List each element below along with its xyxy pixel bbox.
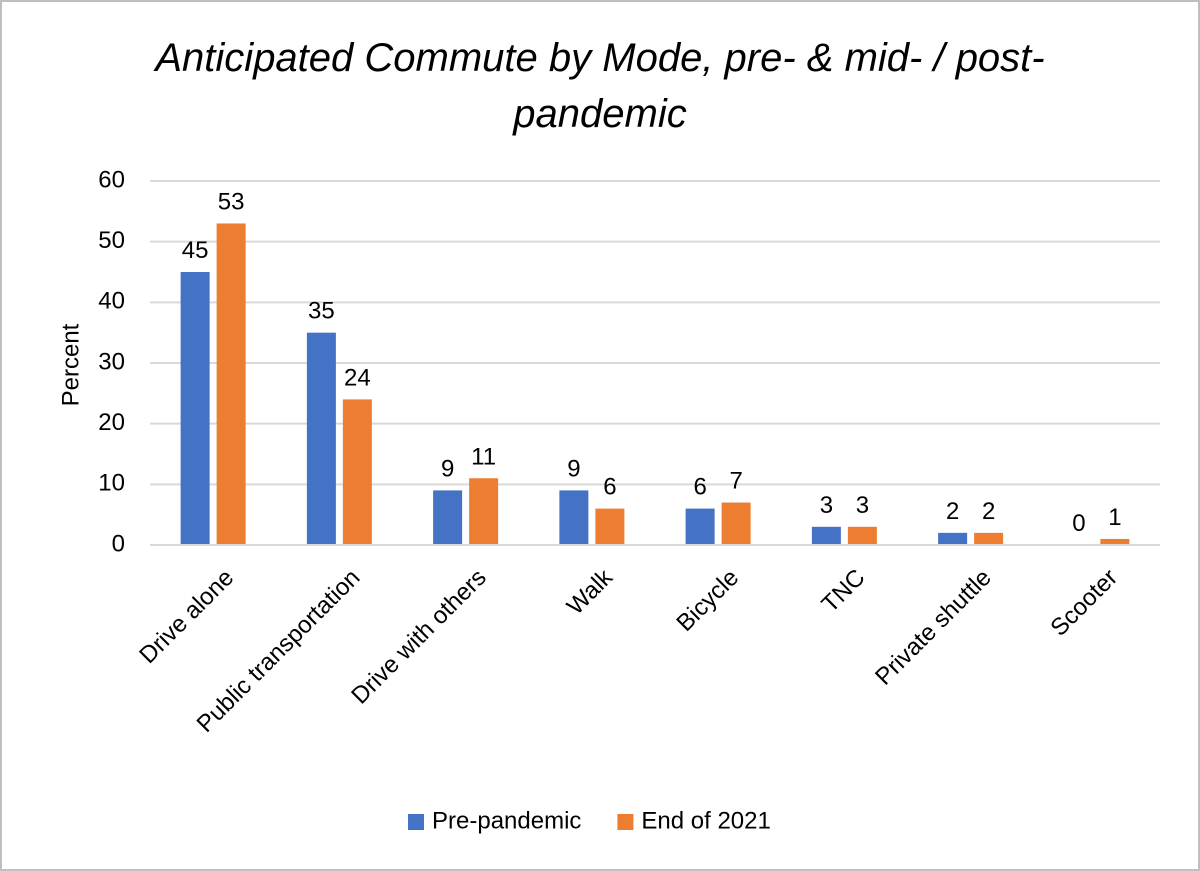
bar bbox=[847, 526, 877, 545]
bar bbox=[469, 478, 499, 545]
data-label: 45 bbox=[182, 237, 209, 264]
bar bbox=[342, 399, 372, 545]
data-label: 6 bbox=[603, 474, 616, 501]
bar bbox=[974, 532, 1004, 545]
data-label: 1 bbox=[1108, 504, 1121, 531]
data-label: 53 bbox=[218, 188, 245, 215]
chart-title: Anticipated Commute by Mode, pre- & mid-… bbox=[155, 36, 1045, 136]
y-tick-label: 30 bbox=[98, 348, 125, 375]
bar bbox=[685, 508, 715, 545]
y-tick-label: 50 bbox=[98, 227, 125, 254]
y-tick-label: 20 bbox=[98, 409, 125, 436]
bar bbox=[180, 272, 210, 545]
data-label: 2 bbox=[946, 498, 959, 525]
legend-swatch bbox=[617, 814, 634, 830]
y-tick-label: 10 bbox=[98, 470, 125, 497]
data-label: 9 bbox=[567, 455, 580, 482]
y-tick-label: 40 bbox=[98, 288, 125, 315]
data-label: 11 bbox=[471, 443, 496, 470]
data-label: 7 bbox=[729, 468, 742, 495]
data-label: 0 bbox=[1072, 510, 1085, 537]
data-label: 3 bbox=[856, 492, 869, 519]
bar bbox=[595, 508, 625, 545]
bar bbox=[433, 490, 463, 545]
bar bbox=[216, 223, 246, 545]
data-label: 2 bbox=[982, 498, 995, 525]
data-label: 35 bbox=[308, 298, 335, 325]
bar bbox=[306, 332, 336, 545]
y-tick-label: 0 bbox=[112, 530, 125, 557]
y-axis-label: Percent bbox=[57, 323, 84, 406]
bar bbox=[559, 490, 589, 545]
bar bbox=[811, 526, 841, 545]
data-label: 3 bbox=[820, 492, 833, 519]
bar bbox=[938, 532, 968, 545]
y-tick-label: 60 bbox=[98, 166, 125, 193]
legend-label: End of 2021 bbox=[641, 807, 770, 834]
bar bbox=[721, 502, 751, 545]
legend-swatch bbox=[408, 814, 424, 830]
legend-label: Pre-pandemic bbox=[432, 807, 581, 834]
data-label: 6 bbox=[693, 474, 706, 501]
data-label: 9 bbox=[441, 455, 454, 482]
data-label: 24 bbox=[344, 364, 371, 391]
bar bbox=[1100, 538, 1130, 545]
